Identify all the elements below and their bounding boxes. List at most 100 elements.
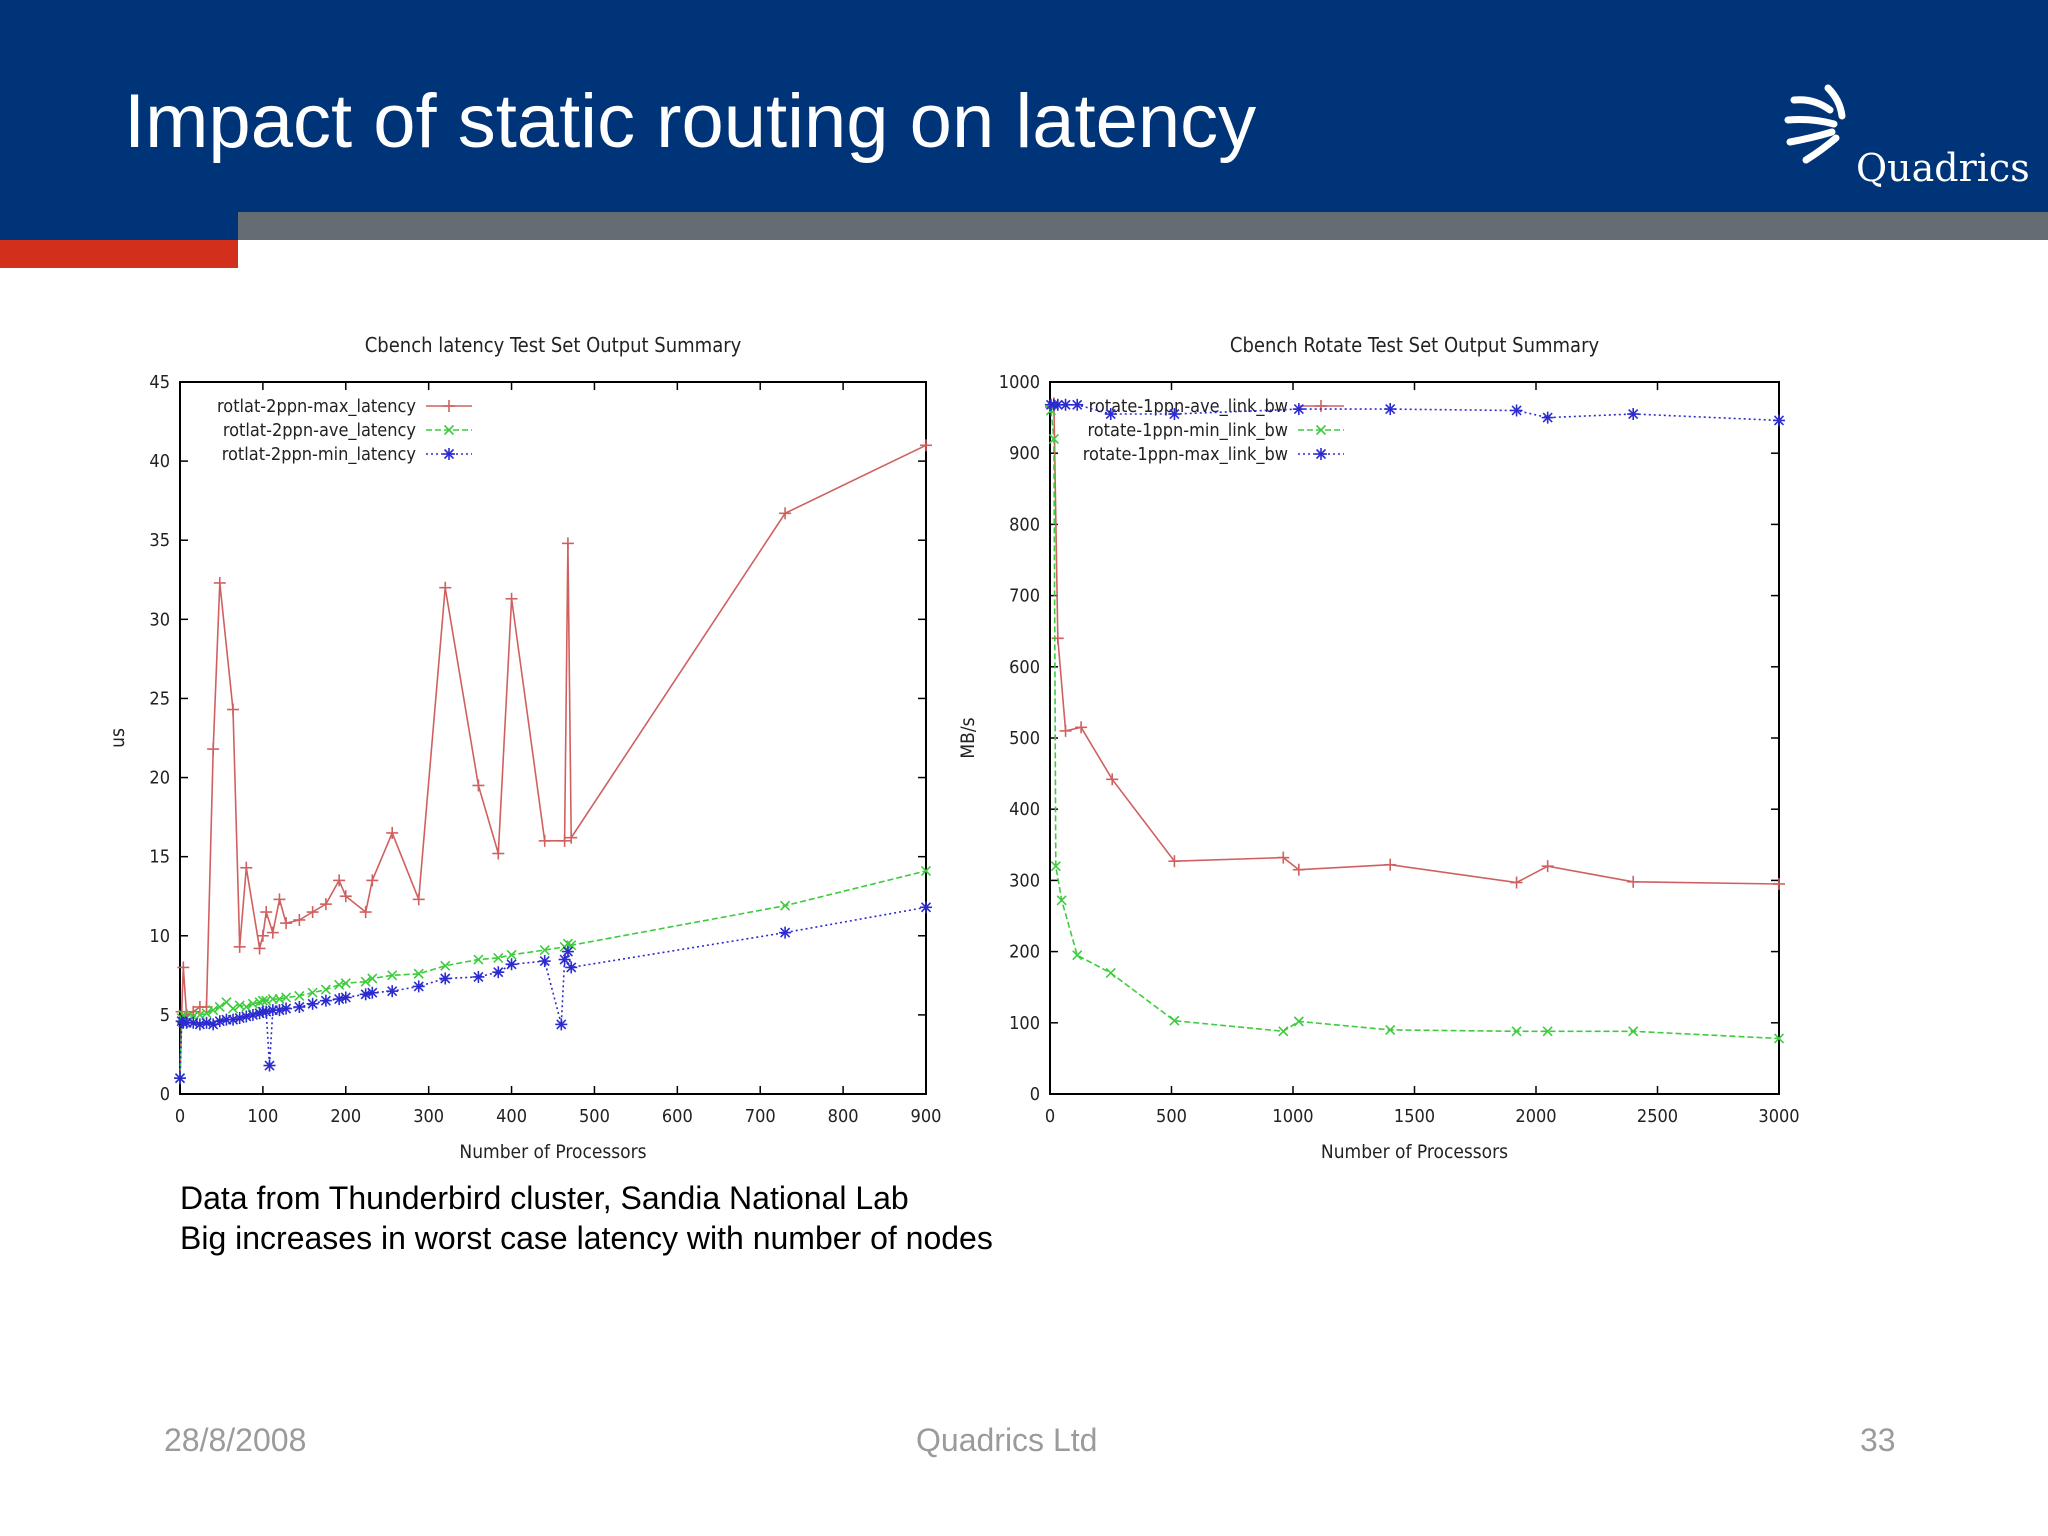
data-point [387,970,398,981]
data-point [213,576,226,589]
x-tick-label: 0 [1045,1106,1055,1127]
data-point [208,1005,219,1016]
data-point [319,994,332,1007]
legend-marker [443,424,455,436]
data-point [227,1003,239,1014]
data-point [280,1002,293,1015]
data-point [386,985,399,998]
data-point [412,893,425,906]
footer-company: Quadrics Ltd [916,1422,1098,1458]
y-tick-label: 30 [149,609,170,630]
data-point [1773,414,1785,427]
quadrics-logo-icon [1784,84,1846,164]
y-tick-label: 500 [1009,728,1040,749]
data-point [233,940,246,953]
data-point [538,834,551,847]
footer-page-number: 33 [1860,1422,1896,1458]
y-tick-label: 45 [149,372,170,393]
data-point [1168,408,1181,421]
data-point [273,893,286,906]
grey-accent-bar [238,212,2048,240]
data-point [1105,967,1116,979]
data-point [366,874,379,887]
data-point [1169,1015,1180,1026]
data-point [1051,632,1064,645]
data-point [1056,895,1067,906]
data-point [227,703,240,716]
description-line-1: Data from Thunderbird cluster, Sandia Na… [180,1180,909,1216]
x-tick-label: 1500 [1394,1106,1435,1127]
data-point [413,968,424,979]
y-tick-label: 800 [1009,514,1040,535]
data-point [1292,403,1305,416]
data-point [472,779,485,792]
data-point [367,973,378,984]
data-point [339,991,352,1004]
series-line [1050,401,1780,885]
x-tick-label: 600 [662,1106,693,1127]
x-axis-label: Number of Processors [1321,1141,1508,1163]
data-point [1277,851,1290,864]
y-tick-label: 1000 [999,372,1040,393]
data-point [280,917,293,930]
y-tick-label: 900 [1009,443,1040,464]
legend-entry: rotlat-2ppn-ave_latency [223,420,417,441]
x-tick-label: 500 [1156,1106,1187,1127]
data-point [333,874,346,887]
data-point [1072,950,1083,961]
y-tick-label: 0 [160,1084,170,1105]
data-point [1773,1033,1785,1044]
data-point [506,949,517,960]
series-line [179,906,927,1079]
data-point [263,1059,276,1072]
data-point [253,942,266,955]
data-point [1293,1016,1304,1027]
series-rotate-1ppn-ave_link_bw [1044,397,1785,890]
y-axis-label: us [107,728,129,748]
data-point [1048,433,1059,445]
x-tick-label: 100 [247,1106,278,1127]
header-extension [0,212,238,240]
series-rotate-1ppn-max_link_bw [1044,398,1785,427]
plot-frame [1049,381,1780,1095]
y-axis-label: MB/s [957,717,979,758]
series-line [179,444,927,1079]
y-tick-label: 400 [1009,799,1040,820]
x-tick-label: 0 [175,1106,185,1127]
legend-marker [1315,448,1327,460]
legend-entry: rotlat-2ppn-min_latency [222,444,417,465]
data-point [1542,1026,1553,1037]
data-point [281,992,292,1003]
data-point [320,984,331,995]
data-point [412,980,425,993]
data-point [214,1001,225,1013]
data-point [366,986,379,999]
series-line [1050,410,1780,1040]
data-point [1628,1026,1639,1037]
x-tick-label: 400 [496,1106,527,1127]
bandwidth-chart: Cbench Rotate Test Set Output Summary 0 50… [957,333,1800,1163]
data-point [779,507,792,520]
data-point [294,990,305,1001]
data-point [779,926,792,939]
y-tick-label: 35 [149,530,170,551]
data-point [440,960,451,971]
data-point [1104,408,1117,421]
header-bar: Impact of static routing on latency Quad… [0,0,2048,212]
data-point [1627,408,1640,421]
data-point [201,1008,212,1019]
y-tick-label: 200 [1009,942,1040,963]
data-point [241,1001,252,1013]
data-point [439,581,452,594]
data-point [207,743,220,756]
data-point [266,926,279,939]
data-point [439,972,452,985]
x-tick-label: 1000 [1272,1106,1313,1127]
data-point [492,847,505,860]
data-point [561,945,574,958]
data-point [1059,398,1072,411]
data-point [920,901,932,914]
legend-entry: rotlat-2ppn-max_latency [217,396,416,417]
latency-chart: Cbench latency Test Set Output Summary 0 1… [107,333,941,1163]
data-point [1106,773,1119,786]
